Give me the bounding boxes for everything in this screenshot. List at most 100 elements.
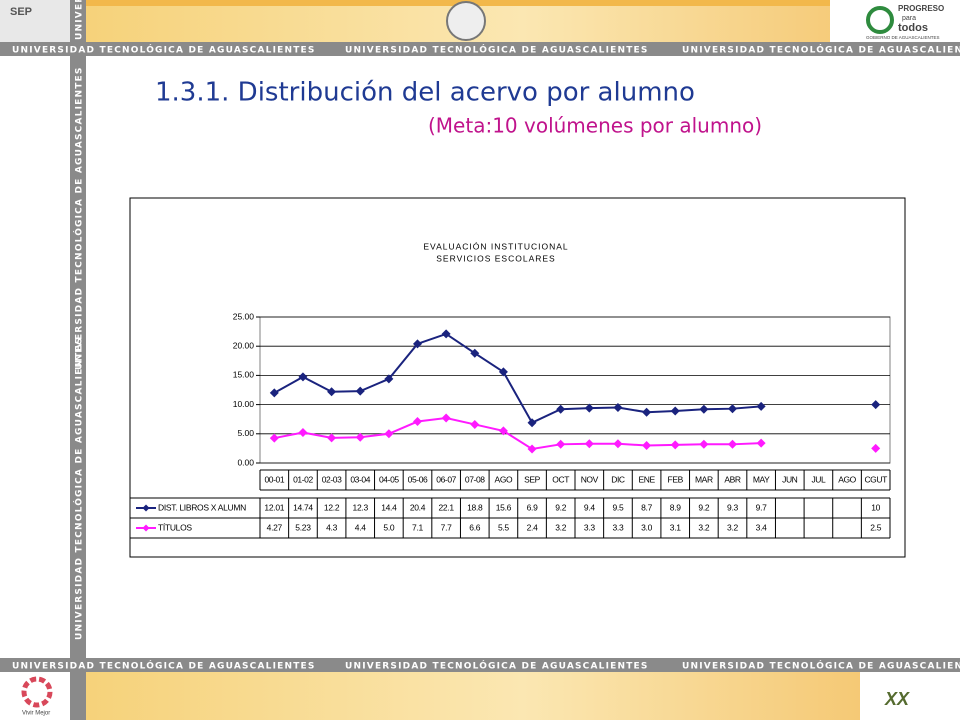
legend-marker [142, 524, 150, 532]
data-point [556, 439, 566, 449]
logo-sep: SEP [10, 6, 32, 18]
data-label: 9.2 [698, 502, 709, 512]
chart-subtitle: SERVICIOS ESCOLARES [436, 253, 555, 263]
data-point [613, 403, 623, 413]
data-point [327, 387, 337, 397]
data-label: 10 [871, 502, 880, 512]
data-label: 6.9 [527, 502, 538, 512]
logo-gobierno: GOBIERNO DE AGUASCALIENTES [866, 35, 940, 40]
data-point [728, 404, 737, 414]
footer-band-text: UNIVERSIDAD TECNOLÓGICA DE AGUASCALIENTE… [12, 660, 316, 672]
data-label: 2.5 [870, 522, 881, 532]
data-point [298, 372, 308, 382]
data-point [642, 407, 652, 417]
x-tick-label: 07-08 [465, 474, 485, 484]
data-point [670, 440, 680, 450]
header-band [0, 42, 960, 56]
data-point [269, 388, 279, 398]
data-point [470, 419, 480, 429]
y-tick-label: 20.00 [233, 340, 255, 350]
logo-progreso: PROGRESO [898, 4, 944, 13]
legend-marker [142, 504, 150, 512]
x-tick-label: CGUT [864, 474, 887, 484]
header-accent [86, 0, 960, 6]
data-label: 3.4 [756, 522, 767, 532]
data-label: 4.4 [355, 522, 366, 532]
data-point [871, 443, 881, 453]
data-point [556, 404, 566, 414]
data-label: 3.3 [584, 522, 595, 532]
x-tick-label: 01-02 [293, 474, 313, 484]
data-point [470, 348, 480, 358]
logo-right-bottom-bg [860, 672, 960, 720]
data-point [498, 426, 508, 436]
data-label: 4.27 [267, 522, 283, 532]
data-point [699, 439, 709, 449]
x-tick-label: 02-03 [322, 474, 342, 484]
data-point [355, 386, 365, 396]
data-label: 22.1 [438, 502, 454, 512]
data-point [584, 403, 594, 413]
data-label: 4.3 [326, 522, 337, 532]
data-label: 18.8 [467, 502, 483, 512]
plot-area [259, 316, 891, 464]
data-label: 9.4 [584, 502, 595, 512]
footer-band [0, 658, 960, 672]
data-label: 3.2 [727, 522, 738, 532]
data-label: 7.1 [412, 522, 423, 532]
x-tick-label: JUN [782, 474, 798, 484]
x-tick-label: JUL [811, 474, 826, 484]
logo-sep-bg [0, 0, 70, 42]
logo-xx: XX [884, 689, 910, 709]
data-label: 8.7 [641, 502, 652, 512]
data-point [355, 432, 365, 442]
data-label: 3.1 [670, 522, 681, 532]
x-tick-label: 06-07 [436, 474, 456, 484]
left-band-text: UNIVERSIDAD TECNOLÓGICA DE AGUASCALIENTE… [73, 66, 85, 370]
footer-stripe [86, 672, 960, 720]
x-tick-label: AGO [838, 474, 856, 484]
y-tick-label: 15.00 [233, 370, 255, 380]
x-tick-label: SEP [524, 474, 541, 484]
data-point [756, 438, 766, 448]
y-tick-label: 0.00 [237, 457, 254, 467]
data-label: 9.2 [555, 502, 566, 512]
y-tick-label: 25.00 [233, 311, 255, 321]
header-band-text: UNIVERSIDAD TECNOLÓGICA DE AGUASCALIENTE… [682, 44, 960, 56]
footer-band-text: UNIVERSIDAD TECNOLÓGICA DE AGUASCALIENTE… [345, 660, 649, 672]
x-tick-label: 04-05 [379, 474, 399, 484]
data-point [413, 339, 422, 349]
logo-todos: todos [898, 22, 928, 34]
chart-title: EVALUACIÓN INSTITUCIONAL [423, 241, 568, 251]
data-label: 8.9 [670, 502, 681, 512]
data-point [613, 439, 623, 449]
left-band [70, 0, 86, 720]
data-label: 12.01 [264, 502, 284, 512]
data-label: 5.5 [498, 522, 509, 532]
data-point [269, 433, 279, 443]
data-label: 15.6 [496, 502, 512, 512]
data-label: 3.0 [641, 522, 652, 532]
data-label: 5.23 [295, 522, 311, 532]
data-label: 9.5 [612, 502, 623, 512]
data-label: 14.74 [293, 502, 313, 512]
data-point [327, 433, 337, 443]
header-stripe [86, 0, 960, 42]
left-band-text: UNIVERSIDAD TECNOLÓGICA DE AGUASCALIENTE… [73, 0, 85, 40]
data-label: 5.0 [383, 522, 394, 532]
left-band-text: UNIVERSIDAD TECNOLÓGICA DE AGUASCALIENTE… [73, 336, 85, 640]
y-tick-label: 10.00 [233, 399, 255, 409]
data-point [699, 404, 709, 414]
data-label: 7.7 [441, 522, 452, 532]
data-point [384, 374, 394, 384]
data-point [871, 400, 881, 410]
slide-title: 1.3.1. Distribución del acervo por alumn… [155, 78, 695, 108]
logo-vivir-icon [21, 676, 53, 708]
x-tick-label: DIC [611, 474, 625, 484]
data-point [441, 329, 451, 339]
data-label: 6.6 [469, 522, 480, 532]
x-tick-label: 05-06 [408, 474, 428, 484]
data-point [584, 439, 594, 449]
data-label: 20.4 [410, 502, 426, 512]
data-label: 12.3 [353, 502, 369, 512]
